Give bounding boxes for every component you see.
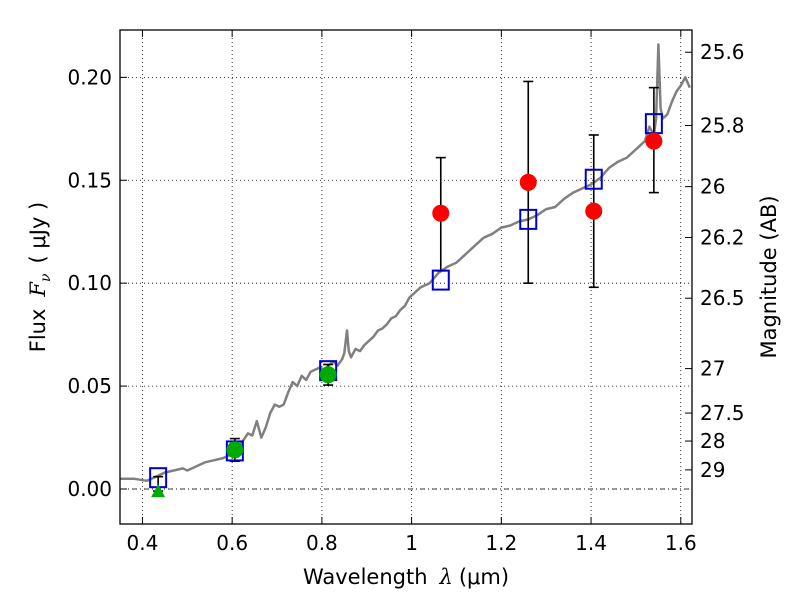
y2-tick-label: 25.6 [700, 40, 745, 64]
model-photometry-square [431, 269, 450, 291]
x-tick-label: 0.4 [127, 531, 159, 555]
x-tick-label: 0.8 [306, 531, 338, 555]
right-axis-title: Magnitude (AB) [757, 195, 781, 358]
y2-tick-label: 26 [700, 175, 725, 199]
spectrum-line [120, 43, 691, 483]
model-photometry-square [519, 208, 538, 230]
photometry-point [645, 132, 663, 150]
y2-tick-label: 26.5 [700, 286, 745, 310]
y-tick-label: 0.00 [67, 477, 112, 501]
y2-tick-label: 27.5 [700, 401, 745, 425]
x-tick-label: 1.6 [665, 531, 697, 555]
x-tick-label: 1.4 [575, 531, 607, 555]
x-tick-label: 0.6 [216, 531, 248, 555]
y-tick-label: 0.10 [67, 271, 112, 295]
marker-layer [149, 113, 663, 498]
y-tick-label: 0.15 [67, 168, 112, 192]
y2-tick-label: 26.2 [700, 225, 745, 249]
y-tick-label: 0.20 [67, 65, 112, 89]
plot-frame [119, 29, 693, 525]
y2-tick-label: 28 [700, 429, 725, 453]
y2-tick-label: 27 [700, 357, 725, 381]
y2-tick-label: 25.8 [700, 114, 745, 138]
x-axis-title: Wavelength λ (μm) [303, 565, 509, 589]
photometry-point [319, 366, 337, 384]
spectrum-layer [120, 43, 691, 483]
photometry-point [585, 202, 603, 220]
photometry-point [432, 204, 450, 222]
tick-layer: 0.4 0.6 0.8 1 1.2 1.4 1.6 0.00 0.05 0.10 0.15 0.20 2… [67, 30, 745, 555]
y-axis-title: FluxFν( μJy ) [26, 202, 54, 352]
y-tick-label: 0.05 [67, 374, 112, 398]
x-tick-label: 1.2 [485, 531, 517, 555]
photometry-point [226, 441, 244, 459]
model-photometry-square [584, 168, 603, 190]
photometry-point [519, 173, 537, 191]
x-tick-label: 1 [405, 531, 418, 555]
upper-limit-triangle [151, 484, 166, 498]
y2-tick-label: 29 [700, 458, 725, 482]
